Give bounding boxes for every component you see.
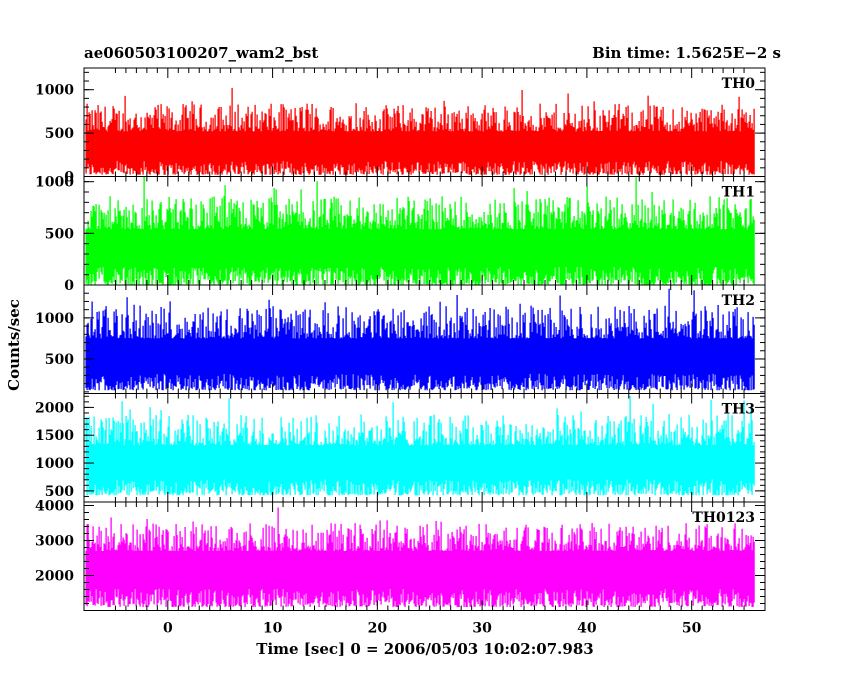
- y-tick-label: 0: [64, 278, 74, 294]
- y-tick-label: 0: [64, 170, 74, 186]
- panels-group: 0 500 1000 TH0 0 500 1000 TH1 500 1000 TH2 500 1000 1…: [35, 67, 766, 611]
- x-tick-label: 50: [682, 621, 702, 637]
- chart-title-left: ae060503100207_wam2_bst: [84, 44, 318, 62]
- panel-th3: 500 1000 1500 2000 TH3: [35, 393, 766, 503]
- x-axis-label: Time [sec] 0 = 2006/05/03 10:02:07.983: [256, 640, 593, 658]
- y-tick-label: 500: [45, 226, 74, 242]
- y-tick-label: 1000: [35, 175, 74, 191]
- panel-frame: [83, 501, 766, 611]
- series-th0: [85, 87, 755, 175]
- panel-label: TH1: [722, 185, 755, 201]
- series-trace: [85, 288, 755, 391]
- y-tick-label: 500: [45, 352, 74, 368]
- y-tick-label: 1500: [35, 428, 74, 444]
- panel-th2: 500 1000 TH2: [35, 284, 766, 394]
- series-th1: [85, 176, 755, 285]
- y-tick-label: 2000: [35, 569, 74, 585]
- x-tick-label: 10: [263, 621, 283, 637]
- panel-label: TH0123: [692, 510, 755, 526]
- series-th2: [85, 288, 755, 391]
- y-tick-label: 1000: [35, 456, 74, 472]
- y-tick-label: 500: [45, 126, 74, 142]
- y-tick-label: 3000: [35, 534, 74, 550]
- y-tick-label: 1000: [35, 83, 74, 99]
- panel-label: TH3: [722, 402, 755, 418]
- series-trace: [85, 507, 755, 607]
- x-tick-label: 40: [577, 621, 597, 637]
- panel-th0123: 2000 3000 4000 TH0123: [35, 499, 766, 611]
- panel-th0: 0 500 1000 TH0: [35, 67, 766, 186]
- series-trace: [85, 176, 755, 285]
- chart-title-right: Bin time: 1.5625E−2 s: [592, 44, 781, 62]
- y-tick-label: 500: [45, 484, 74, 500]
- y-tick-label: 4000: [35, 499, 74, 515]
- panel-label: TH2: [722, 293, 755, 309]
- panel-th1: 0 500 1000 TH1: [35, 175, 766, 294]
- series-th0123: [85, 507, 755, 607]
- x-axis-group: 0 10 20 30 40 50: [163, 621, 702, 637]
- y-tick-label: 1000: [35, 311, 74, 327]
- y-tick-label: 2000: [35, 400, 74, 416]
- series-th3: [85, 396, 755, 496]
- x-tick-label: 20: [368, 621, 388, 637]
- x-tick-label: 0: [163, 621, 173, 637]
- series-trace: [85, 396, 755, 496]
- panel-label: TH0: [722, 76, 756, 92]
- series-trace: [85, 87, 755, 175]
- x-tick-label: 30: [472, 621, 492, 637]
- y-axis-label: Counts/sec: [5, 299, 23, 391]
